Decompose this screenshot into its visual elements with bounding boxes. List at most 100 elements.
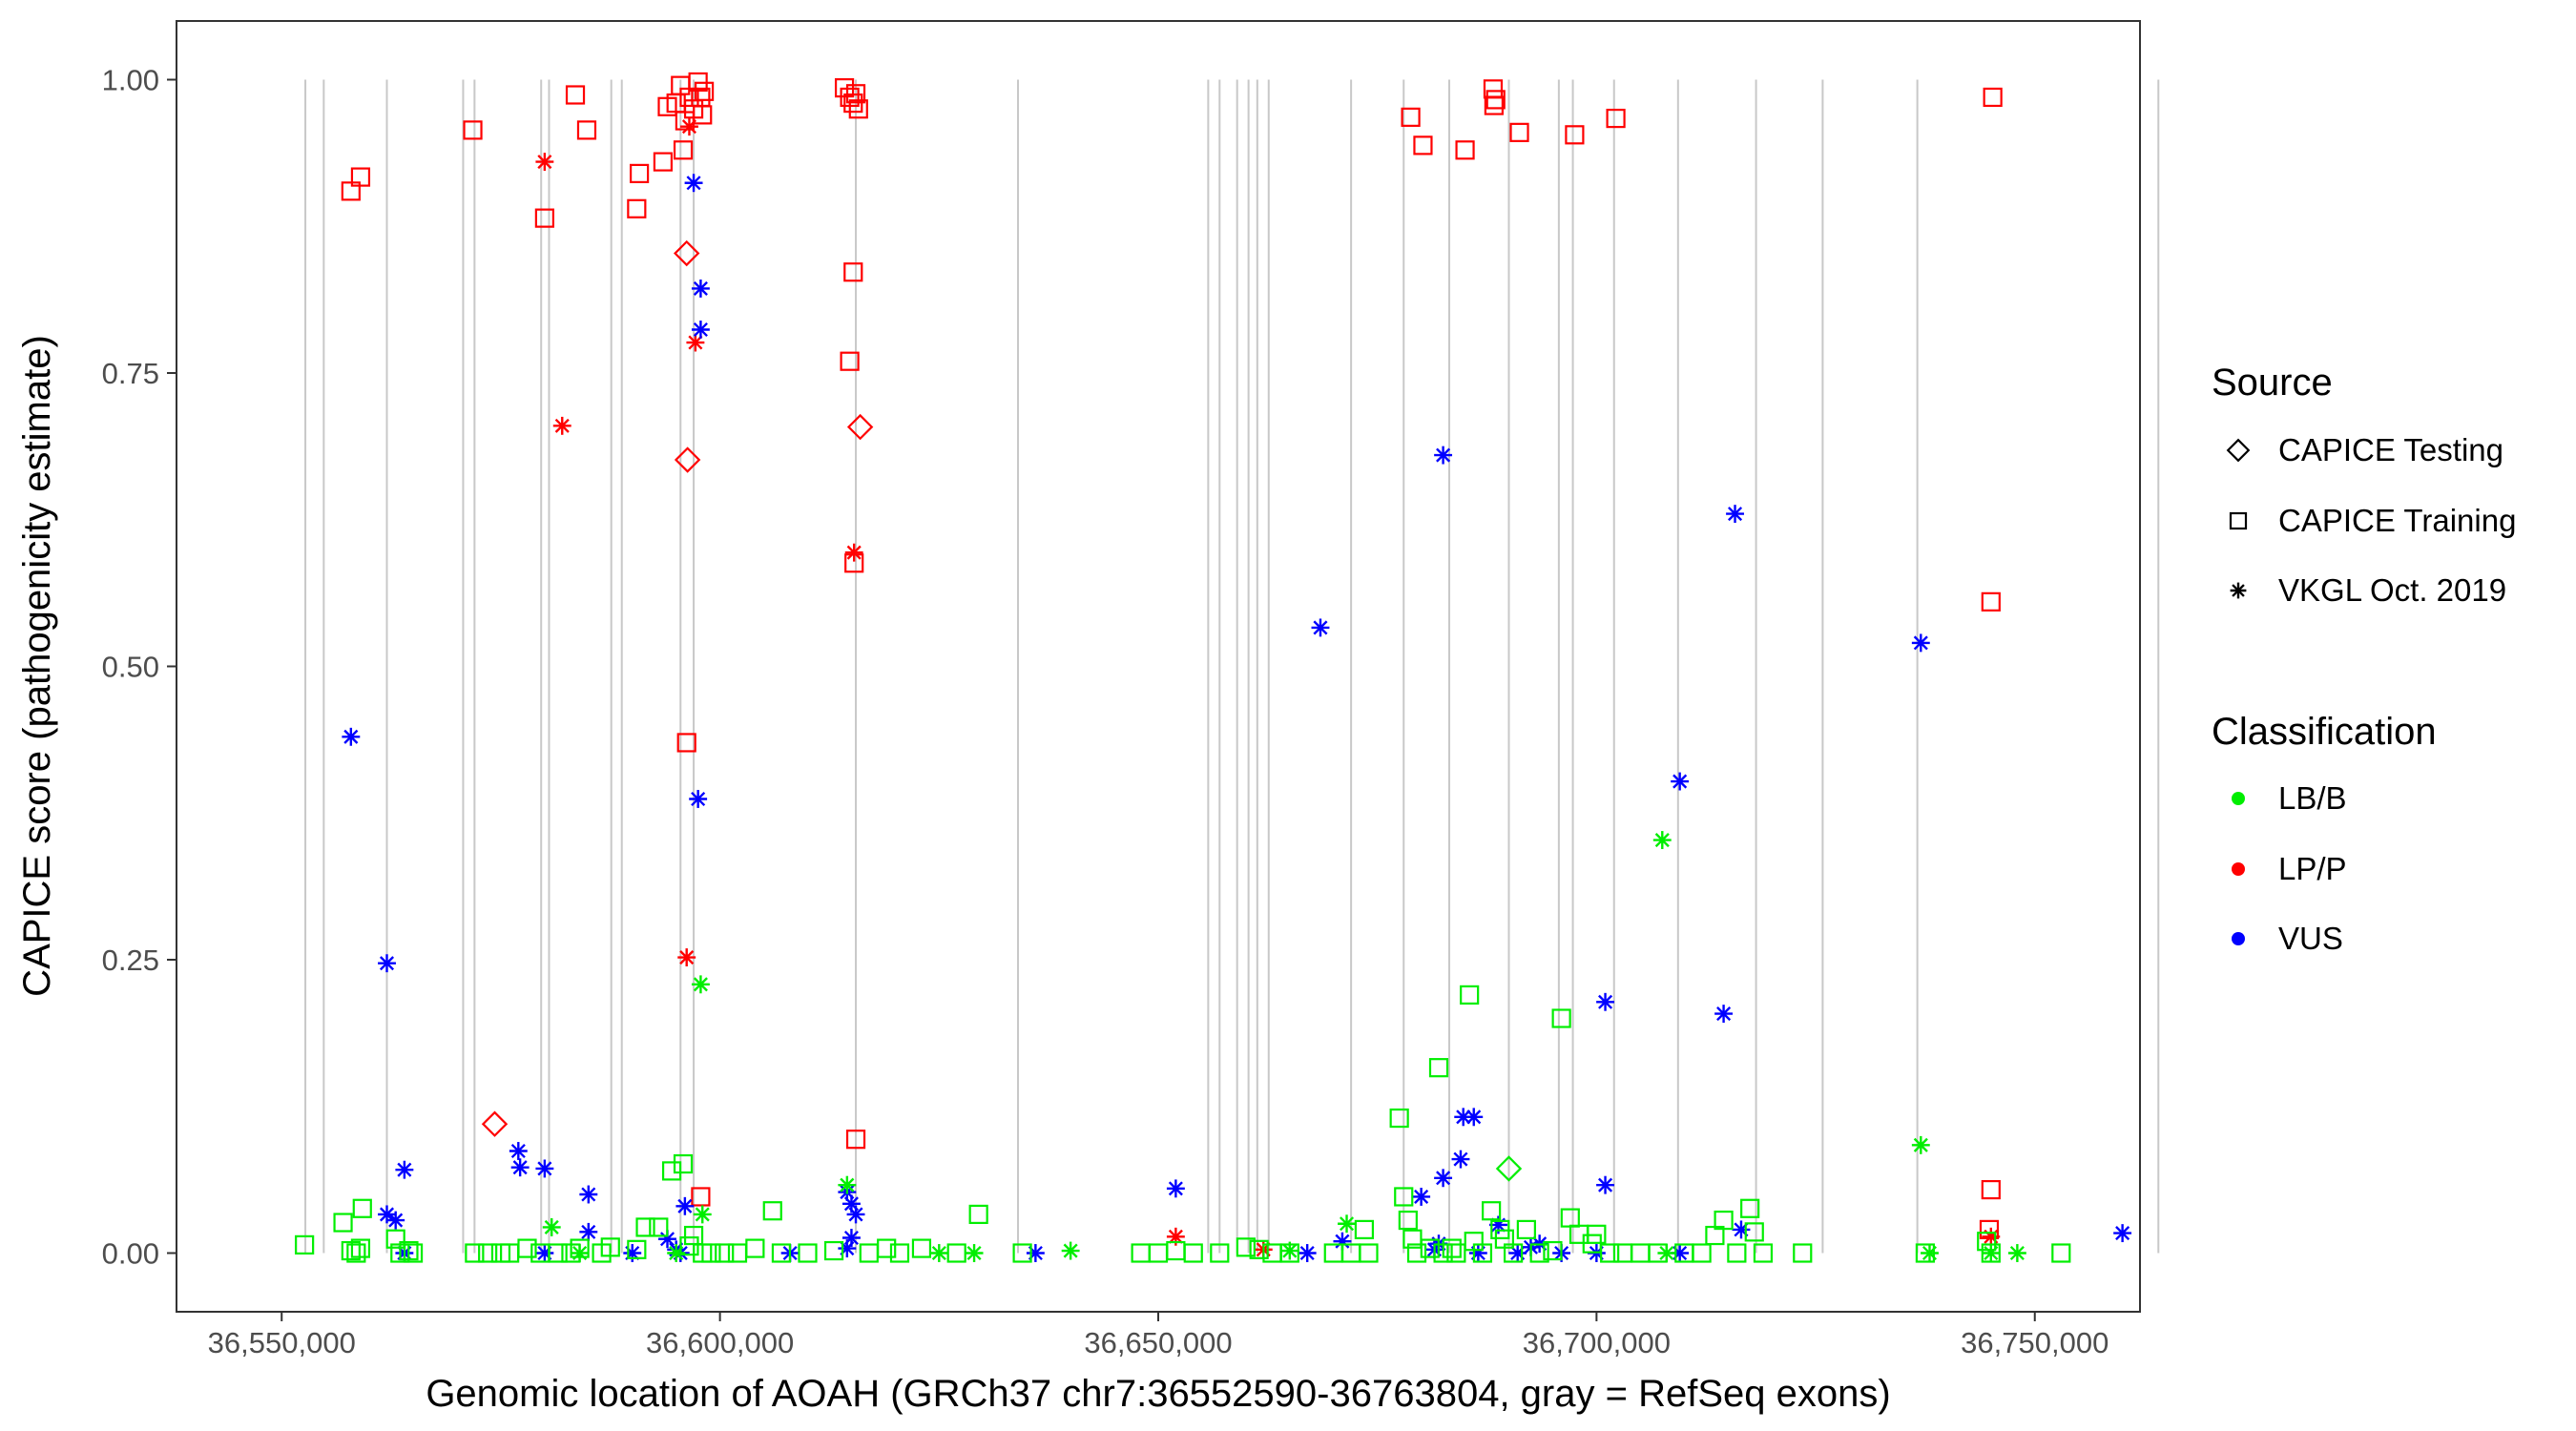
data-point-s6-62 bbox=[1420, 1238, 1440, 1258]
data-point-s3-49 bbox=[1671, 772, 1690, 791]
legend-source-key-0 bbox=[2226, 438, 2251, 463]
data-point-s6-96 bbox=[1977, 1232, 1997, 1252]
data-point-s0-38 bbox=[1565, 125, 1585, 145]
data-point-s6-34 bbox=[771, 1243, 792, 1263]
data-point-s0-29 bbox=[676, 733, 696, 753]
legend: Source CAPICE Testing CAPICE Training VK… bbox=[2212, 362, 2516, 956]
data-point-s6-77 bbox=[1551, 1008, 1571, 1028]
data-point-s2-0 bbox=[535, 153, 554, 172]
data-point-s5-9 bbox=[1338, 1214, 1356, 1234]
data-point-s0-41 bbox=[1981, 591, 2001, 612]
data-point-s5-12 bbox=[1982, 1244, 2001, 1262]
data-point-s6-4 bbox=[350, 1238, 371, 1258]
data-point-s0-30 bbox=[691, 1187, 711, 1207]
data-point-s6-61 bbox=[1406, 1243, 1427, 1263]
data-point-s6-32 bbox=[745, 1238, 765, 1258]
data-point-s0-1 bbox=[350, 167, 371, 187]
data-point-s6-74 bbox=[1516, 1219, 1536, 1240]
data-point-s6-49 bbox=[1236, 1237, 1256, 1257]
data-point-s6-5 bbox=[352, 1198, 372, 1218]
data-point-s6-93 bbox=[1753, 1243, 1774, 1263]
data-point-s3-3 bbox=[689, 790, 708, 808]
data-point-s0-32 bbox=[1413, 135, 1433, 156]
data-point-s5-5 bbox=[693, 1205, 712, 1224]
data-point-s0-42 bbox=[1981, 1179, 2001, 1200]
data-point-s0-25 bbox=[843, 262, 863, 282]
data-point-s3-15 bbox=[535, 1244, 554, 1262]
data-point-s3-16 bbox=[623, 1244, 642, 1262]
data-point-s1-3 bbox=[481, 1110, 509, 1137]
data-point-s5-8 bbox=[1061, 1241, 1080, 1260]
legend-class-key-0 bbox=[2232, 792, 2245, 805]
data-point-s3-17 bbox=[658, 1230, 676, 1249]
data-point-s6-92 bbox=[1744, 1222, 1764, 1242]
data-point-s6-16 bbox=[548, 1243, 568, 1263]
data-point-s3-48 bbox=[1596, 1175, 1615, 1194]
data-point-s6-8 bbox=[399, 1240, 419, 1261]
data-point-s2-2 bbox=[686, 333, 705, 352]
data-point-s2-1 bbox=[552, 416, 571, 435]
data-point-s5-4 bbox=[838, 1175, 857, 1194]
data-point-s0-8 bbox=[653, 152, 674, 172]
data-point-s0-40 bbox=[1983, 87, 2003, 108]
data-point-s3-35 bbox=[1451, 1150, 1470, 1169]
data-point-s3-52 bbox=[1726, 505, 1744, 524]
legend-class-label-2: VUS bbox=[2278, 921, 2343, 956]
data-point-s0-5 bbox=[576, 120, 597, 140]
data-point-s2-4 bbox=[844, 543, 863, 562]
data-point-s0-12 bbox=[673, 140, 694, 160]
data-points bbox=[295, 72, 2132, 1263]
data-point-s0-4 bbox=[565, 85, 586, 105]
data-point-s6-41 bbox=[946, 1243, 966, 1263]
data-point-s6-66 bbox=[1446, 1243, 1466, 1263]
data-point-s6-36 bbox=[823, 1240, 844, 1261]
data-point-s6-0 bbox=[295, 1234, 315, 1255]
data-point-s2-3 bbox=[677, 948, 696, 966]
legend-source-label-1: CAPICE Training bbox=[2278, 503, 2516, 538]
data-point-s6-95 bbox=[1915, 1243, 1936, 1263]
data-point-s6-63 bbox=[1428, 1058, 1449, 1078]
data-point-s6-38 bbox=[877, 1238, 897, 1258]
data-point-s6-59 bbox=[1398, 1210, 1418, 1231]
data-point-s0-28 bbox=[845, 1130, 866, 1150]
data-point-s3-51 bbox=[1714, 1005, 1734, 1024]
data-point-s3-4 bbox=[342, 727, 361, 746]
data-point-s3-5 bbox=[378, 954, 396, 973]
data-point-s5-2 bbox=[1911, 1135, 1930, 1154]
data-point-s6-1 bbox=[333, 1213, 353, 1233]
data-point-s6-67 bbox=[1460, 985, 1480, 1006]
data-point-s6-23 bbox=[649, 1217, 669, 1237]
data-point-s6-10 bbox=[465, 1243, 485, 1263]
plot-background bbox=[177, 21, 2140, 1312]
data-point-s0-37 bbox=[1509, 122, 1529, 142]
data-point-s3-33 bbox=[1434, 446, 1453, 465]
data-point-s3-24 bbox=[846, 1205, 865, 1224]
legend-source-key-1 bbox=[2229, 511, 2248, 530]
y-tick-label-3: 0.75 bbox=[102, 357, 159, 390]
data-point-s3-28 bbox=[1166, 1179, 1185, 1198]
data-point-s0-31 bbox=[1401, 107, 1421, 127]
x-axis: 36,550,000 36,600,000 36,650,000 36,700,000… bbox=[208, 1312, 2109, 1359]
data-point-s5-1 bbox=[1652, 831, 1672, 849]
data-point-s6-40 bbox=[911, 1238, 932, 1258]
data-point-s6-56 bbox=[1359, 1243, 1379, 1263]
legend-source-key-2 bbox=[2230, 582, 2247, 599]
y-tick-label-4: 1.00 bbox=[102, 64, 159, 97]
y-tick-label-0: 0.00 bbox=[102, 1237, 159, 1271]
data-point-s6-90 bbox=[1727, 1243, 1747, 1263]
data-point-s3-53 bbox=[1732, 1220, 1751, 1239]
data-point-s3-27 bbox=[1026, 1244, 1045, 1262]
data-point-s3-10 bbox=[509, 1142, 528, 1160]
data-point-s3-40 bbox=[1468, 1244, 1487, 1262]
data-point-s3-29 bbox=[1298, 1244, 1317, 1262]
data-point-s6-50 bbox=[1249, 1239, 1269, 1259]
data-point-s6-11 bbox=[478, 1243, 498, 1263]
data-point-s3-32 bbox=[1412, 1188, 1431, 1206]
data-point-s6-98 bbox=[2051, 1243, 2071, 1263]
data-point-s6-70 bbox=[1482, 1201, 1502, 1221]
data-point-s6-69 bbox=[1472, 1243, 1493, 1263]
data-point-s6-42 bbox=[968, 1204, 988, 1225]
data-point-s4-0 bbox=[1495, 1155, 1523, 1182]
data-point-s3-20 bbox=[675, 1196, 695, 1215]
legend-source-label-0: CAPICE Testing bbox=[2278, 432, 2503, 467]
